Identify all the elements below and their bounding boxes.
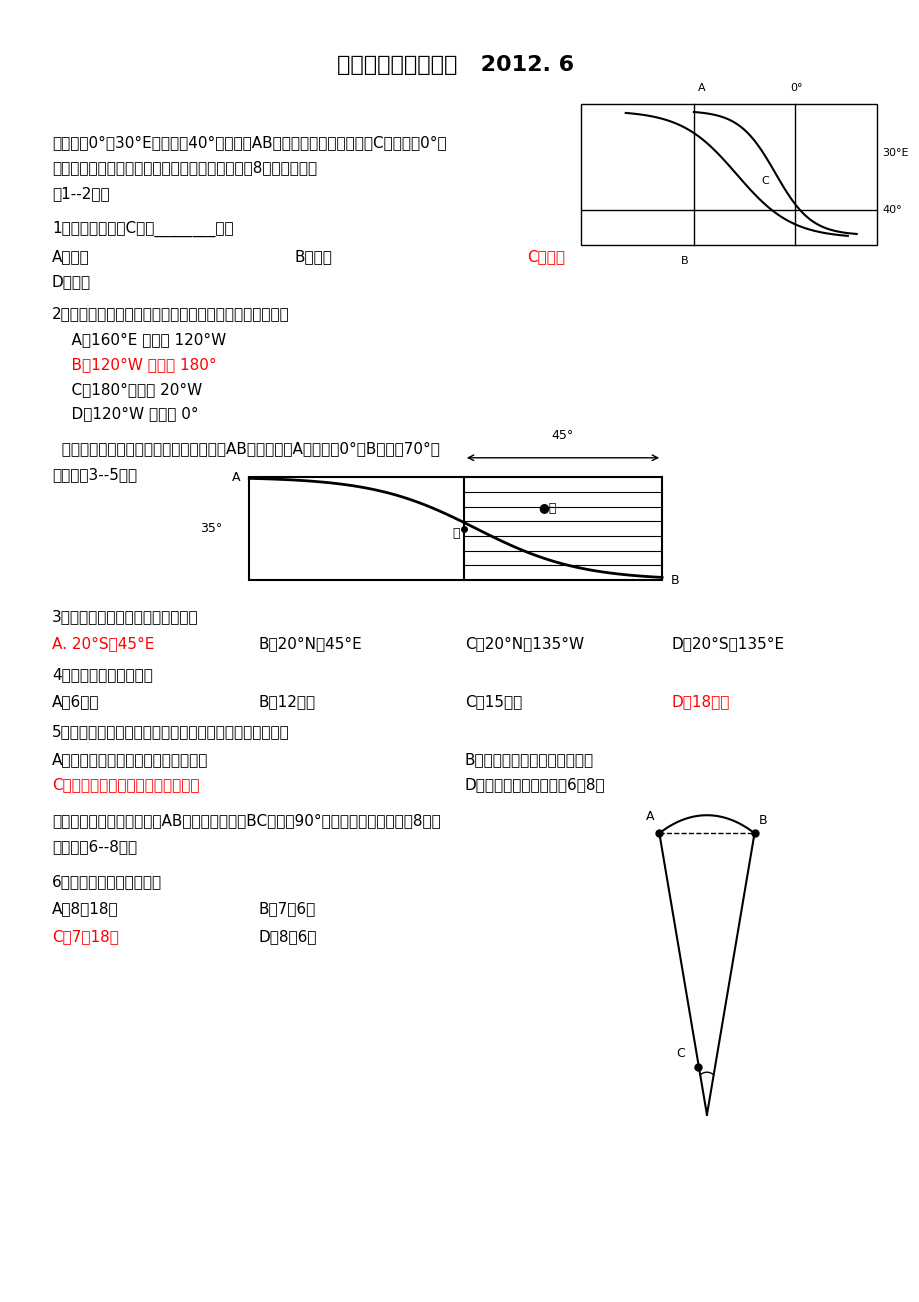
Text: C．该地位于板块边界附近地震频繁: C．该地位于板块边界附近地震频繁 [51,777,199,793]
Text: 下图中，0°、30°E为经线，40°为纬线。AB为晨昏线，与纬线相交于C点，且与0°经: 下图中，0°、30°E为经线，40°为纬线。AB为晨昏线，与纬线相交于C点，且与… [51,134,446,150]
Text: A．160°E 往东到 120°W: A．160°E 往东到 120°W [51,332,226,346]
Text: 下图是北半球局部日照图，AB为晨昏线，纬线BC弧度为90°。图示区域恰好全部为8日。: 下图是北半球局部日照图，AB为晨昏线，纬线BC弧度为90°。图示区域恰好全部为8… [51,814,440,828]
Text: 地球运动专题训练四   2012. 6: 地球运动专题训练四 2012. 6 [336,55,573,76]
Text: B．20°N，45°E: B．20°N，45°E [258,635,361,651]
Text: 1．长春位于图中C点的________方向: 1．长春位于图中C点的________方向 [51,220,233,237]
Text: 线的夹角达到一年中最大值；此时伦敦为当地时间8点整。据此回: 线的夹角达到一年中最大值；此时伦敦为当地时间8点整。据此回 [51,160,317,176]
Text: A．6小时: A．6小时 [51,694,99,708]
Text: 45°: 45° [551,430,573,443]
Text: A: A [232,470,240,483]
Text: D．120°W 往西到 0°: D．120°W 往西到 0° [51,406,199,422]
Text: 读图回答6--8题。: 读图回答6--8题。 [51,840,137,854]
Text: C．东北: C．东北 [527,250,565,264]
Text: B．7日6时: B．7日6时 [258,901,315,917]
Text: C．7日18时: C．7日18时 [51,930,119,944]
Text: 30°E: 30°E [881,148,907,158]
Text: D．20°S，135°E: D．20°S，135°E [670,635,783,651]
Text: 0°: 0° [789,83,801,94]
Text: A．8日18时: A．8日18时 [51,901,119,917]
Text: 读图回答3--5题。: 读图回答3--5题。 [51,467,137,482]
Text: B．12小时: B．12小时 [258,694,315,708]
Text: C．15小时: C．15小时 [464,694,521,708]
Text: B: B [758,814,766,827]
Text: A．东南: A．东南 [51,250,89,264]
Text: 2．此时，西半球的赤道上，属于旧一天的黑夜经度范围是: 2．此时，西半球的赤道上，属于旧一天的黑夜经度范围是 [51,306,289,322]
Bar [249,477,662,581]
Text: A. 20°S，45°E: A. 20°S，45°E [51,635,154,651]
Text: D．18小时: D．18小时 [670,694,729,708]
Bar [581,104,877,245]
Text: B．120°W 往西到 180°: B．120°W 往西到 180° [51,358,216,372]
Text: A．流经该地附近的洋流是墨西哥暖流: A．流经该地附近的洋流是墨西哥暖流 [51,751,208,767]
Text: C．180°往东到 20°W: C．180°往东到 20°W [51,381,202,397]
Text: ●乙: ●乙 [538,501,556,514]
Text: 40°: 40° [881,204,901,215]
Text: C: C [760,177,768,186]
Text: 3．此时，太阳直射点的地理坐标为: 3．此时，太阳直射点的地理坐标为 [51,609,199,624]
Text: 35°: 35° [199,522,222,535]
Text: D．该地河流汛期出现在6至8月: D．该地河流汛期出现在6至8月 [464,777,605,793]
Text: 4．该日，甲地的昼长是: 4．该日，甲地的昼长是 [51,667,153,682]
Text: B: B [670,574,679,587]
Text: C．20°N，135°W: C．20°N，135°W [464,635,584,651]
Text: 5．对图中甲地关于地心对称的地点地理特征描叙正确的是: 5．对图中甲地关于地心对称的地点地理特征描叙正确的是 [51,725,289,740]
Text: A: A [645,810,654,823]
Text: B: B [680,255,688,266]
Text: C: C [675,1047,684,1060]
Text: B．该地夏秋季节易受飓风影响: B．该地夏秋季节易受飓风影响 [464,751,593,767]
Text: 6．此时，国际标准时间是: 6．此时，国际标准时间是 [51,874,162,889]
Text: D．8日6时: D．8日6时 [258,930,316,944]
Text: A: A [698,83,705,94]
Text: 答1--2题。: 答1--2题。 [51,186,109,202]
Text: B．西南: B．西南 [294,250,332,264]
Text: 下图中阴影部分与其它部分日期不同，且AB为晨昏线，A的纬度为0°，B的纬度70°。: 下图中阴影部分与其它部分日期不同，且AB为晨昏线，A的纬度为0°，B的纬度70°… [51,441,439,456]
Text: D．西北: D．西北 [51,273,91,289]
Text: 甲: 甲 [451,527,459,540]
